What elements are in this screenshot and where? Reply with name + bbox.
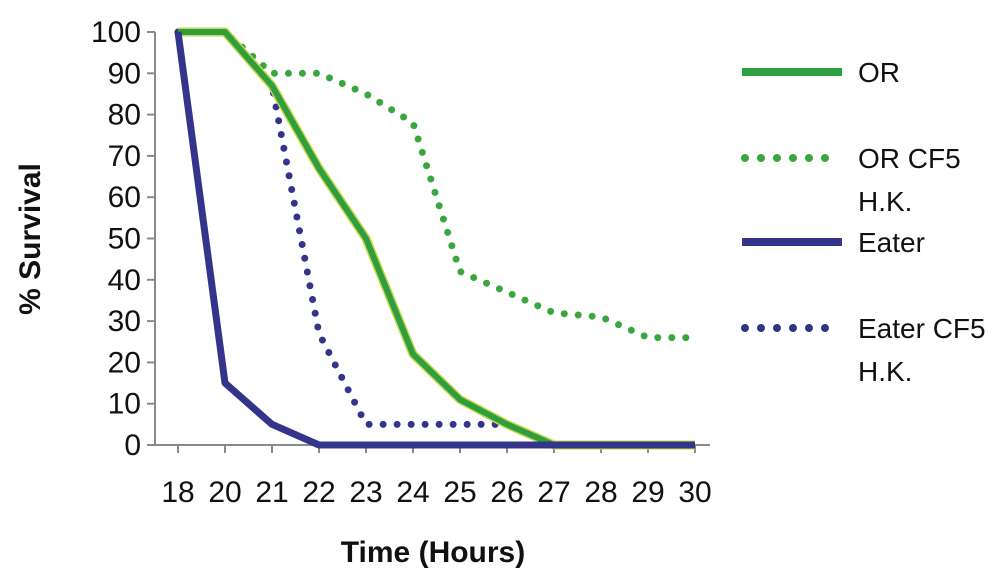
x-tick-label: 20 (208, 476, 241, 509)
x-tick-label: 29 (631, 476, 664, 509)
axes: 0 10 20 30 40 50 60 70 80 90 100 18 20 21 22 23 24 25 26 27… (91, 16, 712, 509)
y-tick-label: 70 (108, 140, 141, 173)
axis-labels: Time (Hours) % Survival (14, 163, 525, 569)
y-axis-title: % Survival (14, 163, 47, 315)
x-tick-label: 21 (255, 476, 288, 509)
x-tick-label: 28 (584, 476, 617, 509)
y-tick-label: 60 (108, 181, 141, 214)
legend-label-line: Eater CF5 (858, 313, 986, 344)
series-layer (174, 27, 699, 450)
y-tick-label: 80 (108, 99, 141, 132)
legend-label-line: H.K. (858, 186, 912, 217)
series-outline-or (178, 27, 695, 450)
x-axis-title: Time (Hours) (341, 536, 525, 569)
legend-label-eater-cf5-h-k: Eater CF5 H.K. (858, 313, 986, 387)
legend-label-line: Eater (858, 227, 925, 258)
x-tick-label: 25 (443, 476, 476, 509)
series-line-or-cf5-h-k (174, 28, 699, 342)
y-tick-label: 30 (108, 305, 141, 338)
legend: OR OR CF5 H.K. Eater Eater CF5 H.K. (741, 57, 986, 387)
legend-label-line: H.K. (858, 356, 912, 387)
legend-label-or: OR (858, 57, 900, 88)
x-tick-label: 23 (349, 476, 382, 509)
series-line-eater-cf5-h-k (174, 28, 699, 449)
x-tick-label: 26 (490, 476, 523, 509)
series-line-eater (174, 31, 695, 449)
legend-label-eater: Eater (858, 227, 925, 258)
y-tick-label: 40 (108, 264, 141, 297)
x-tick-label: 30 (678, 476, 711, 509)
legend-label-or-cf5-h-k: OR CF5 H.K. (858, 143, 961, 217)
y-tick-label: 0 (124, 429, 141, 462)
legend-label-line: OR (858, 57, 900, 88)
x-tick-label: 24 (396, 476, 429, 509)
y-tick-label: 20 (108, 346, 141, 379)
legend-label-line: OR CF5 (858, 143, 961, 174)
y-tick-label: 100 (91, 16, 141, 49)
y-tick-label: 10 (108, 388, 141, 421)
y-tick-label: 50 (108, 223, 141, 256)
y-tick-label: 90 (108, 57, 141, 90)
x-tick-label: 18 (161, 476, 194, 509)
x-tick-label: 22 (302, 476, 335, 509)
x-tick-label: 27 (537, 476, 570, 509)
